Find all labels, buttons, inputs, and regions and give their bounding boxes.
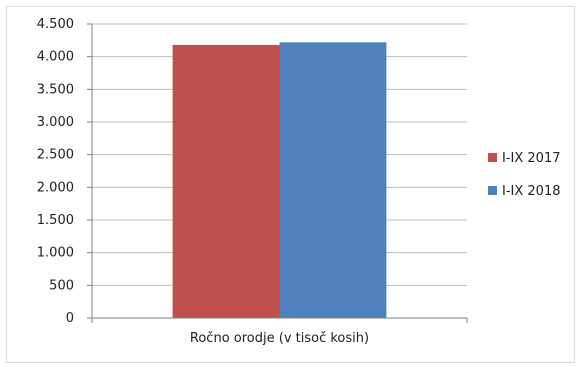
y-tick-label: 2.500 bbox=[37, 148, 74, 163]
y-tick-label: 500 bbox=[49, 278, 74, 293]
bar-i-ix-2017 bbox=[173, 45, 280, 318]
x-category-label: Ročno orodje (v tisoč kosih) bbox=[190, 331, 369, 346]
legend-swatch bbox=[488, 153, 497, 162]
y-tick-label: 0 bbox=[66, 311, 74, 326]
y-tick-label: 3.000 bbox=[37, 115, 74, 130]
y-tick-label: 4.500 bbox=[37, 17, 74, 32]
bars bbox=[173, 42, 387, 318]
legend-swatch bbox=[488, 186, 497, 195]
y-tick-label: 4.000 bbox=[37, 50, 74, 65]
y-tick-label: 2.000 bbox=[37, 180, 74, 195]
legend-label: I-IX 2017 bbox=[502, 151, 560, 166]
legend-label: I-IX 2018 bbox=[502, 184, 560, 199]
y-tick-label: 3.500 bbox=[37, 82, 74, 97]
legend: I-IX 2017 I-IX 2018 bbox=[488, 151, 560, 199]
bar-i-ix-2018 bbox=[280, 42, 387, 318]
y-tick-label: 1.000 bbox=[37, 246, 74, 261]
y-tick-label: 1.500 bbox=[37, 213, 74, 228]
